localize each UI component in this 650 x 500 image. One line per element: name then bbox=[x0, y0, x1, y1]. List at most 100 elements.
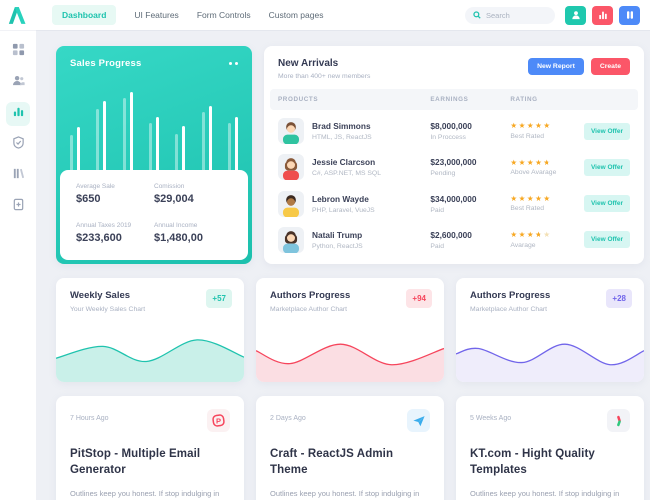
area-chart bbox=[456, 328, 644, 382]
sales-chart-panel: Sales Progress bbox=[56, 46, 252, 170]
search-box[interactable] bbox=[465, 6, 555, 24]
view-offer-button[interactable]: View Offer bbox=[583, 158, 630, 176]
earnings-value: $2,600,000 bbox=[430, 229, 472, 240]
star-full-icon: ★ bbox=[518, 157, 527, 167]
avatar bbox=[278, 190, 304, 217]
columns-button[interactable] bbox=[619, 5, 640, 25]
pitstop-icon: P bbox=[207, 409, 230, 432]
bar-group bbox=[227, 116, 238, 170]
chart-card-3: Authors Progress Marketplace Author Chart… bbox=[456, 278, 644, 382]
column-header: RATING bbox=[510, 96, 538, 103]
earnings-value: $8,000,000 bbox=[430, 121, 472, 132]
bar-secondary bbox=[227, 123, 231, 170]
news-timestamp: 2 Days Ago bbox=[270, 415, 306, 422]
star-full-icon: ★ bbox=[535, 121, 544, 131]
chart-card-1: Weekly Sales Your Weekly Sales Chart +57 bbox=[56, 278, 244, 382]
stat-label: Annual Taxes 2019 bbox=[76, 221, 132, 229]
stat-value: $1,480,00 bbox=[154, 231, 203, 244]
earnings-status: Pending bbox=[430, 170, 456, 178]
bar-chart-button[interactable] bbox=[592, 5, 613, 25]
sidebar-item-shield-check[interactable] bbox=[6, 133, 30, 157]
delta-badge: +28 bbox=[606, 289, 632, 308]
tab-dashboard[interactable]: Dashboard bbox=[52, 5, 117, 25]
bar-secondary bbox=[201, 111, 205, 170]
new-report-button[interactable]: New Report bbox=[528, 58, 584, 75]
table-row: Jessie Clarcson C#, ASP.NET, MS SQL $23,00… bbox=[278, 154, 630, 181]
sidebar bbox=[0, 30, 36, 500]
kt-icon bbox=[607, 409, 630, 432]
view-offer-button[interactable]: View Offer bbox=[583, 195, 630, 213]
avatar bbox=[278, 226, 304, 253]
top-navbar: Dashboard UI Features Form Controls Custom … bbox=[0, 0, 650, 30]
column-header-empty bbox=[583, 96, 630, 103]
member-skills: Python, ReactJS bbox=[312, 242, 363, 250]
star-full-icon: ★ bbox=[535, 193, 544, 203]
table-row: Brad Simmons HTML, JS, ReactJS $8,000,000 I… bbox=[278, 118, 630, 145]
rating-stars: ★★★★★ bbox=[510, 195, 582, 203]
sales-stat: Average Sale $650 bbox=[76, 183, 154, 209]
tab-custom-pages[interactable]: Custom pages bbox=[268, 10, 324, 20]
earnings-status: Paid bbox=[430, 206, 444, 214]
sales-progress-card: Sales Progress Average Sale $650 Comission… bbox=[56, 46, 252, 264]
chart-card-subtitle: Marketplace Author Chart bbox=[470, 306, 548, 313]
rating-stars: ★★★★★ bbox=[510, 122, 582, 130]
bar-primary bbox=[77, 127, 80, 170]
stat-label: Comission bbox=[154, 183, 185, 190]
bar-secondary bbox=[122, 98, 126, 170]
tab-ui-features[interactable]: UI Features bbox=[134, 10, 179, 20]
view-offer-button[interactable]: View Offer bbox=[583, 231, 630, 249]
new-arrivals-card: New Arrivals More than 400+ new members … bbox=[264, 46, 644, 264]
sales-progress-title: Sales Progress bbox=[70, 58, 142, 69]
bar-group bbox=[70, 127, 80, 170]
earnings-status: Paid bbox=[430, 242, 444, 250]
navbar-action-buttons bbox=[565, 5, 640, 25]
star-full-icon: ★ bbox=[535, 157, 544, 167]
star-half-icon: ★★ bbox=[543, 157, 552, 167]
area-chart bbox=[56, 328, 244, 382]
news-card-1[interactable]: 7 Hours Ago P PitStop - Multiple Email Gen… bbox=[56, 396, 244, 500]
bar-primary bbox=[234, 116, 238, 170]
tab-form-controls[interactable]: Form Controls bbox=[196, 10, 251, 20]
column-header: PRODUCTS bbox=[278, 96, 319, 103]
chart-card-title: Authors Progress bbox=[470, 290, 551, 301]
avatar bbox=[278, 118, 304, 145]
sidebar-item-users[interactable] bbox=[6, 71, 30, 95]
table-header: PRODUCTS EARNINGS RATING bbox=[270, 89, 638, 110]
card-menu-icon[interactable] bbox=[229, 62, 238, 65]
chart-card-title: Authors Progress bbox=[270, 290, 351, 301]
bar-primary bbox=[208, 106, 212, 170]
rating-label: Best Rated bbox=[510, 205, 545, 213]
table-row: Lebron Wayde PHP, Laravel, VueJS $34,000,0… bbox=[278, 190, 630, 217]
stat-value: $650 bbox=[76, 193, 101, 205]
sidebar-item-library[interactable] bbox=[6, 164, 30, 188]
star-full-icon: ★ bbox=[510, 121, 519, 131]
user-button[interactable] bbox=[565, 5, 586, 25]
news-card-3[interactable]: 5 Weeks Ago KT.com - Hight Quality Templa… bbox=[456, 396, 644, 500]
bar-primary bbox=[103, 101, 107, 170]
sidebar-item-chart[interactable] bbox=[6, 102, 30, 126]
sidebar-item-grid[interactable] bbox=[6, 40, 30, 64]
earnings-status: In Proccess bbox=[430, 134, 466, 142]
nav-tabs: Dashboard UI Features Form Controls Custom … bbox=[52, 5, 323, 25]
news-card-2[interactable]: 2 Days Ago Craft - ReactJS Admin Theme Out… bbox=[256, 396, 444, 500]
app-logo[interactable] bbox=[0, 6, 36, 24]
stat-value: $29,004 bbox=[154, 193, 194, 205]
svg-text:P: P bbox=[216, 417, 221, 426]
sales-stat: Annual Taxes 2019 $233,600 bbox=[76, 222, 154, 248]
bar-group bbox=[148, 116, 159, 170]
view-offer-button[interactable]: View Offer bbox=[583, 122, 630, 140]
star-full-icon: ★ bbox=[526, 121, 536, 131]
sidebar-item-file-plus[interactable] bbox=[6, 195, 30, 219]
bar-group bbox=[96, 101, 107, 170]
bar-secondary bbox=[175, 134, 179, 170]
news-body: Outlines keep you honest. If stop indulg… bbox=[70, 489, 220, 499]
create-button[interactable]: Create bbox=[590, 58, 630, 75]
file-plus-icon bbox=[12, 198, 25, 216]
area-chart bbox=[256, 328, 444, 382]
library-icon bbox=[12, 167, 25, 185]
news-timestamp: 5 Weeks Ago bbox=[470, 415, 512, 422]
star-empty-icon: ★ bbox=[543, 230, 552, 240]
top-row: Sales Progress Average Sale $650 Comission… bbox=[56, 46, 644, 264]
star-full-icon: ★ bbox=[526, 193, 536, 203]
search-input[interactable] bbox=[486, 10, 546, 20]
